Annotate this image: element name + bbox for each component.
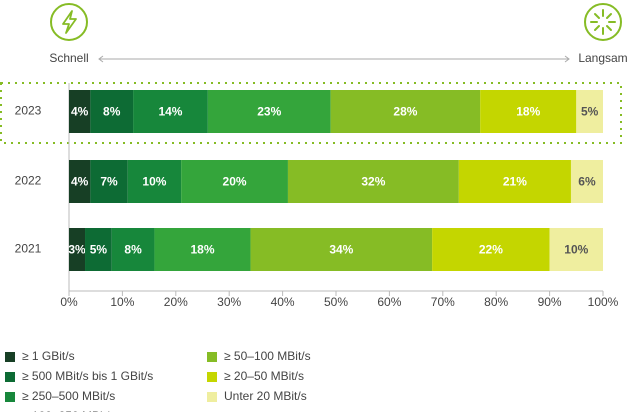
bar-segment: [127, 160, 182, 203]
bar-label: 20%: [223, 175, 247, 189]
legend-swatch: [207, 372, 217, 382]
direction-arrow: [98, 55, 570, 63]
x-tick-label: 90%: [538, 295, 562, 309]
bar-segment: [90, 160, 128, 203]
fast-icon: [50, 3, 88, 41]
right-label: Langsam: [578, 51, 627, 65]
highlight-frame: [0, 82, 622, 144]
bar-segment: [90, 90, 134, 133]
bar-label: 34%: [329, 243, 353, 257]
bar-segment: [570, 160, 603, 203]
bar-segment: [111, 228, 155, 271]
bar-segment: [549, 228, 603, 271]
x-tick-label: 70%: [431, 295, 455, 309]
bar-label: 6%: [578, 175, 596, 189]
bar-label: 5%: [581, 105, 599, 119]
y-tick-label: 2022: [15, 174, 42, 188]
bar-label: 3%: [68, 243, 86, 257]
legend-label: ≥ 20–50 MBit/s: [224, 369, 304, 383]
legend-swatch: [207, 352, 217, 362]
y-tick-label: 2023: [15, 104, 42, 118]
x-tick-label: 20%: [164, 295, 188, 309]
bar-label: 10%: [564, 243, 588, 257]
legend-label: ≥ 100–250 MBit/s: [22, 409, 115, 412]
bar-label: 10%: [142, 175, 166, 189]
legend-swatch: [5, 372, 15, 382]
bar-segment: [330, 90, 481, 133]
bar-label: 5%: [90, 243, 108, 257]
legend-swatch: [207, 392, 217, 402]
bar-label: 7%: [100, 175, 118, 189]
legend-label: Unter 20 MBit/s: [224, 389, 307, 403]
bar-label: 4%: [71, 105, 89, 119]
bar-segment: [458, 160, 571, 203]
x-tick-label: 10%: [110, 295, 134, 309]
bar-segment: [69, 160, 91, 203]
bar-segment: [154, 228, 251, 271]
legend-label: ≥ 50–100 MBit/s: [224, 349, 311, 363]
legend-swatch: [5, 352, 15, 362]
legend-swatch: [5, 392, 15, 402]
x-tick-label: 60%: [377, 295, 401, 309]
bar-label: 28%: [393, 105, 417, 119]
x-tick-label: 40%: [271, 295, 295, 309]
bar-segment: [432, 228, 550, 271]
slow-icon: [584, 3, 622, 41]
bar-label: 21%: [503, 175, 527, 189]
bar-label: 14%: [158, 105, 182, 119]
x-tick-label: 80%: [484, 295, 508, 309]
bar-segment: [250, 228, 433, 271]
y-tick-label: 2021: [15, 242, 42, 256]
legend-label: ≥ 500 MBit/s bis 1 GBit/s: [22, 369, 153, 383]
bar-segment: [287, 160, 459, 203]
bar-label: 22%: [479, 243, 503, 257]
bar-label: 23%: [257, 105, 281, 119]
x-tick-label: 30%: [217, 295, 241, 309]
x-tick-label: 0%: [60, 295, 78, 309]
left-label: Schnell: [49, 51, 88, 65]
bar-segment: [480, 90, 577, 133]
bar-label: 32%: [361, 175, 385, 189]
legend-label: ≥ 1 GBit/s: [22, 349, 75, 363]
bar-segment: [133, 90, 208, 133]
bar-label: 18%: [516, 105, 540, 119]
legend-label: ≥ 250–500 MBit/s: [22, 389, 115, 403]
bar-label: 18%: [190, 243, 214, 257]
bar-segment: [69, 228, 86, 271]
bar-segment: [576, 90, 603, 133]
bar-label: 8%: [103, 105, 121, 119]
bar-segment: [181, 160, 288, 203]
bar-label: 4%: [71, 175, 89, 189]
bar-segment: [85, 228, 112, 271]
bar-segment: [207, 90, 331, 133]
x-tick-label: 50%: [324, 295, 348, 309]
bar-segment: [69, 90, 91, 133]
x-tick-label: 100%: [588, 295, 619, 309]
bar-label: 8%: [124, 243, 142, 257]
